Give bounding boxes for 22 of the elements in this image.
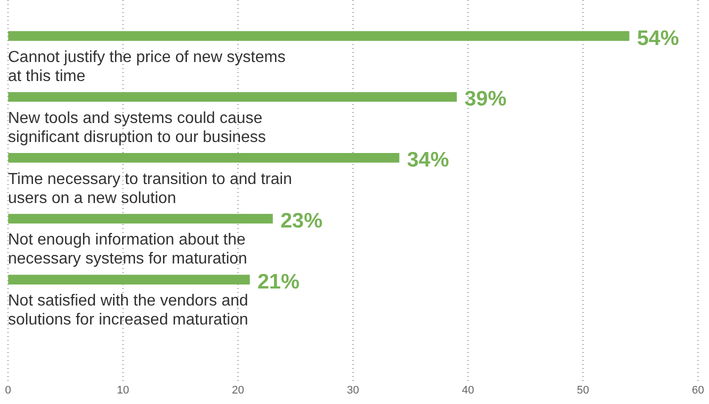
data-label: 34% (407, 148, 450, 172)
y-tick-label: New tools and systems could cause significant disruption to our business (8, 110, 266, 146)
x-tick-label: 50 (576, 384, 590, 396)
x-tick-label: 20 (232, 384, 244, 396)
y-tick-label: Time necessary to transition to and train users on a new solution (8, 170, 292, 207)
y-tick-label: Not enough information about the necessary systems for maturation (8, 232, 248, 268)
bar (8, 92, 457, 102)
data-label: 21% (258, 270, 300, 294)
x-tick-label: 40 (462, 384, 474, 396)
x-tick-label: 60 (692, 384, 704, 396)
x-tick-label: 10 (116, 384, 130, 396)
y-tick-label: Cannot justify the price of new systems at this time (8, 48, 286, 85)
bar (8, 214, 273, 224)
data-label: 23% (280, 210, 323, 233)
y-tick-label: Not satisfied with the vendors and solutions for increased maturation (8, 292, 248, 329)
data-label: 54% (637, 26, 680, 50)
bar (8, 152, 400, 163)
bar (8, 274, 250, 284)
bar (8, 31, 630, 41)
x-tick-label: 30 (346, 384, 360, 396)
x-tick-label: 0 (4, 384, 12, 396)
data-label: 39% (464, 88, 507, 111)
